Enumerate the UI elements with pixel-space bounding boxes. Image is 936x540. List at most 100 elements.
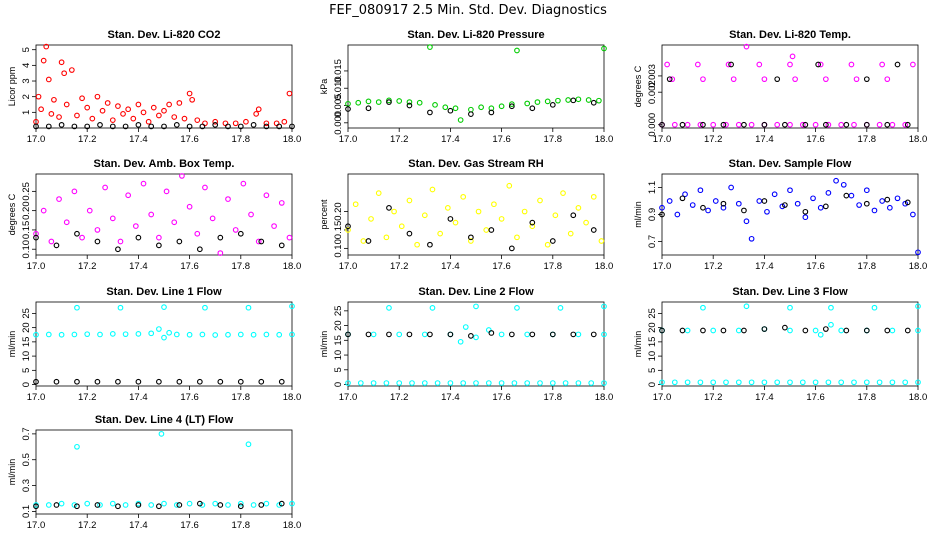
series-1 xyxy=(345,44,607,123)
data-point xyxy=(694,61,701,68)
panel-grid: Stan. Dev. Li-820 CO2 17.0 17.2 17.4 17.6 17.… xyxy=(7,29,927,531)
data-point xyxy=(237,230,244,237)
data-point xyxy=(761,326,768,332)
x-tick-label: 17.0 xyxy=(27,134,46,145)
data-point xyxy=(851,121,857,128)
data-point xyxy=(915,379,921,386)
data-point xyxy=(263,500,270,507)
plot-frame xyxy=(35,44,293,129)
x-tick-label: 17.4 xyxy=(129,392,148,403)
data-point xyxy=(570,97,577,104)
data-point xyxy=(761,198,768,204)
x-tick-label: 17.6 xyxy=(180,520,199,531)
data-point xyxy=(787,379,793,386)
data-point xyxy=(452,105,459,112)
data-point xyxy=(237,331,244,338)
data-point xyxy=(63,101,70,108)
data-point xyxy=(148,211,155,218)
data-point xyxy=(544,241,551,248)
data-point xyxy=(848,61,855,68)
data-point xyxy=(406,102,413,109)
data-point xyxy=(488,109,495,116)
data-point xyxy=(910,211,916,218)
data-point xyxy=(761,379,768,386)
data-point xyxy=(549,331,556,338)
data-point xyxy=(838,121,845,128)
data-point xyxy=(248,211,254,218)
data-point xyxy=(194,230,201,237)
x-tick-label: 17.8 xyxy=(232,134,251,145)
y-tick-label: 0.1 xyxy=(21,505,32,518)
y-tick-label: 2 xyxy=(21,94,32,99)
data-point xyxy=(263,123,270,130)
data-point xyxy=(498,216,505,222)
data-point xyxy=(555,97,561,104)
y-axis-label: Licor ppm xyxy=(7,67,17,107)
data-point xyxy=(135,378,142,385)
data-point xyxy=(196,246,203,253)
y-tick-label: 3 xyxy=(21,78,32,83)
data-point xyxy=(735,121,742,128)
data-point xyxy=(289,303,295,310)
data-point xyxy=(782,202,788,208)
data-point xyxy=(884,327,891,334)
data-point xyxy=(145,118,152,125)
chart-panel-7: Stan. Dev. Line 1 Flow 17.0 17.2 17.4 17.6 17… xyxy=(7,286,301,403)
data-point xyxy=(529,331,536,338)
data-point xyxy=(884,196,891,203)
data-point xyxy=(904,121,911,128)
data-point xyxy=(199,123,206,130)
data-point xyxy=(427,331,433,338)
data-point xyxy=(370,331,377,338)
data-point xyxy=(514,305,520,311)
chart-panel-9: Stan. Dev. Line 3 Flow 17.0 17.2 17.4 17.6 17… xyxy=(633,286,927,403)
data-point xyxy=(161,304,167,310)
y-tick-label: 0.5 xyxy=(21,453,32,466)
x-tick-label: 17.2 xyxy=(704,134,723,145)
data-point xyxy=(45,76,52,83)
data-point xyxy=(792,76,798,83)
data-point xyxy=(255,238,262,245)
data-point xyxy=(140,180,147,187)
data-point xyxy=(735,200,742,207)
series-1 xyxy=(345,303,607,386)
panel-title: Stan. Dev. Gas Stream RH xyxy=(408,158,544,170)
data-point xyxy=(787,61,793,68)
data-point xyxy=(225,331,231,338)
data-point xyxy=(682,191,688,198)
data-point xyxy=(460,380,467,386)
data-point xyxy=(45,502,52,508)
data-point xyxy=(53,242,60,249)
data-point xyxy=(728,184,734,191)
series-2 xyxy=(33,500,285,510)
data-point xyxy=(529,223,536,230)
data-point xyxy=(186,123,193,130)
data-point xyxy=(406,99,413,105)
data-point xyxy=(212,500,219,507)
data-point xyxy=(176,502,183,508)
data-point xyxy=(84,500,91,507)
panel-title: Stan. Dev. Line 2 Flow xyxy=(418,286,534,298)
data-point xyxy=(56,196,62,202)
data-point xyxy=(498,103,505,110)
data-point xyxy=(427,109,433,116)
data-point xyxy=(421,212,428,219)
data-point xyxy=(723,121,729,128)
data-point xyxy=(473,380,479,386)
data-point xyxy=(782,121,788,128)
panel-title: Stan. Dev. Sample Flow xyxy=(729,158,852,170)
data-point xyxy=(743,303,750,310)
series-1 xyxy=(659,177,921,256)
x-tick-label: 17.4 xyxy=(755,134,774,145)
data-point xyxy=(863,187,870,194)
data-point xyxy=(181,115,188,122)
data-point xyxy=(498,331,505,338)
data-point xyxy=(838,327,845,334)
panel-title: Stan. Dev. Li-820 Pressure xyxy=(407,29,544,41)
data-point xyxy=(245,441,252,448)
data-point xyxy=(529,219,536,226)
data-point xyxy=(156,326,162,332)
data-point xyxy=(447,331,454,338)
data-point xyxy=(135,331,142,337)
data-point xyxy=(43,43,50,50)
